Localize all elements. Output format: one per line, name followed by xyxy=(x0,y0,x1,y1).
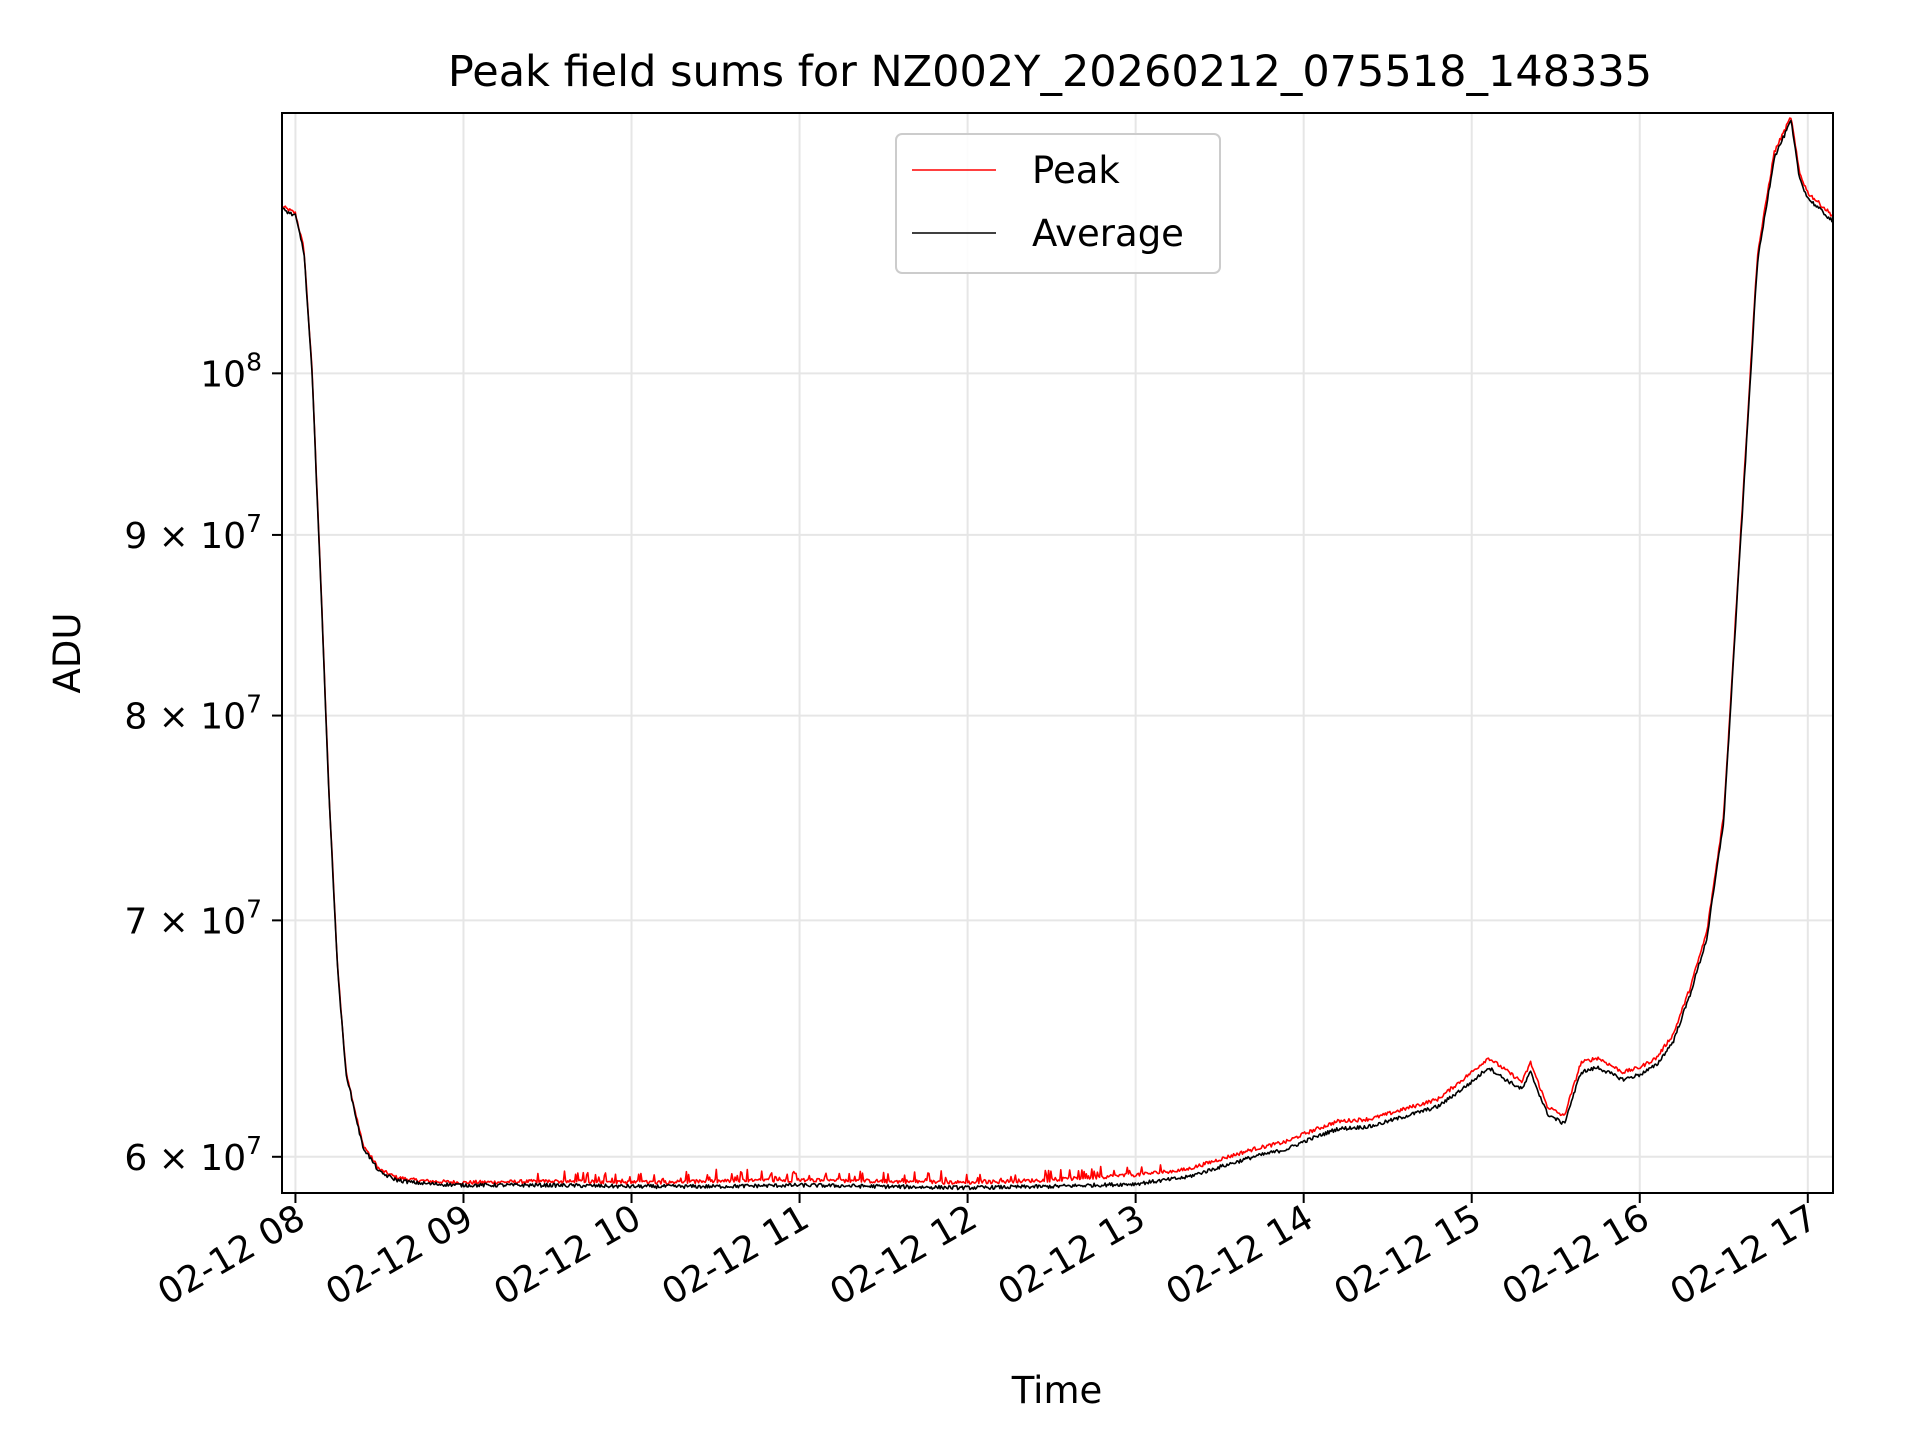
plot-area xyxy=(282,113,1833,1193)
y-tick-mantissa: 9 × 10 xyxy=(124,516,246,557)
legend-box xyxy=(895,133,1221,274)
y-tick-label: 7 × 107 xyxy=(124,894,262,942)
legend-average-label: Average xyxy=(1032,212,1184,255)
y-tick-exponent: 7 xyxy=(246,509,262,538)
y-tick-label: 6 × 107 xyxy=(124,1131,262,1179)
y-tick-label: 108 xyxy=(200,347,262,395)
y-tick-mantissa: 7 × 10 xyxy=(124,901,246,942)
data-series xyxy=(281,117,1834,1191)
peak-series-line xyxy=(281,117,1834,1186)
y-tick-exponent: 7 xyxy=(246,894,262,923)
y-tick-exponent: 7 xyxy=(246,690,262,719)
legend: Peak Average xyxy=(895,133,1221,274)
x-axis-label: Time xyxy=(1011,1369,1103,1412)
y-tick-exponent: 7 xyxy=(246,1131,262,1160)
y-tick-label: 9 × 107 xyxy=(124,509,262,557)
chart-title: Peak field sums for NZ002Y_20260212_0755… xyxy=(448,47,1652,97)
plot-frame xyxy=(281,112,1834,1194)
y-tick-exponent: 8 xyxy=(246,347,262,376)
average-series-line xyxy=(282,119,1834,1191)
y-tick-label: 8 × 107 xyxy=(124,690,262,738)
y-tick-mantissa: 10 xyxy=(200,354,246,395)
legend-peak-label: Peak xyxy=(1032,149,1120,192)
grid-lines xyxy=(282,113,1833,1193)
y-tick-mantissa: 6 × 10 xyxy=(124,1138,246,1179)
y-axis-label: ADU xyxy=(46,613,89,694)
y-tick-mantissa: 8 × 10 xyxy=(124,697,246,738)
